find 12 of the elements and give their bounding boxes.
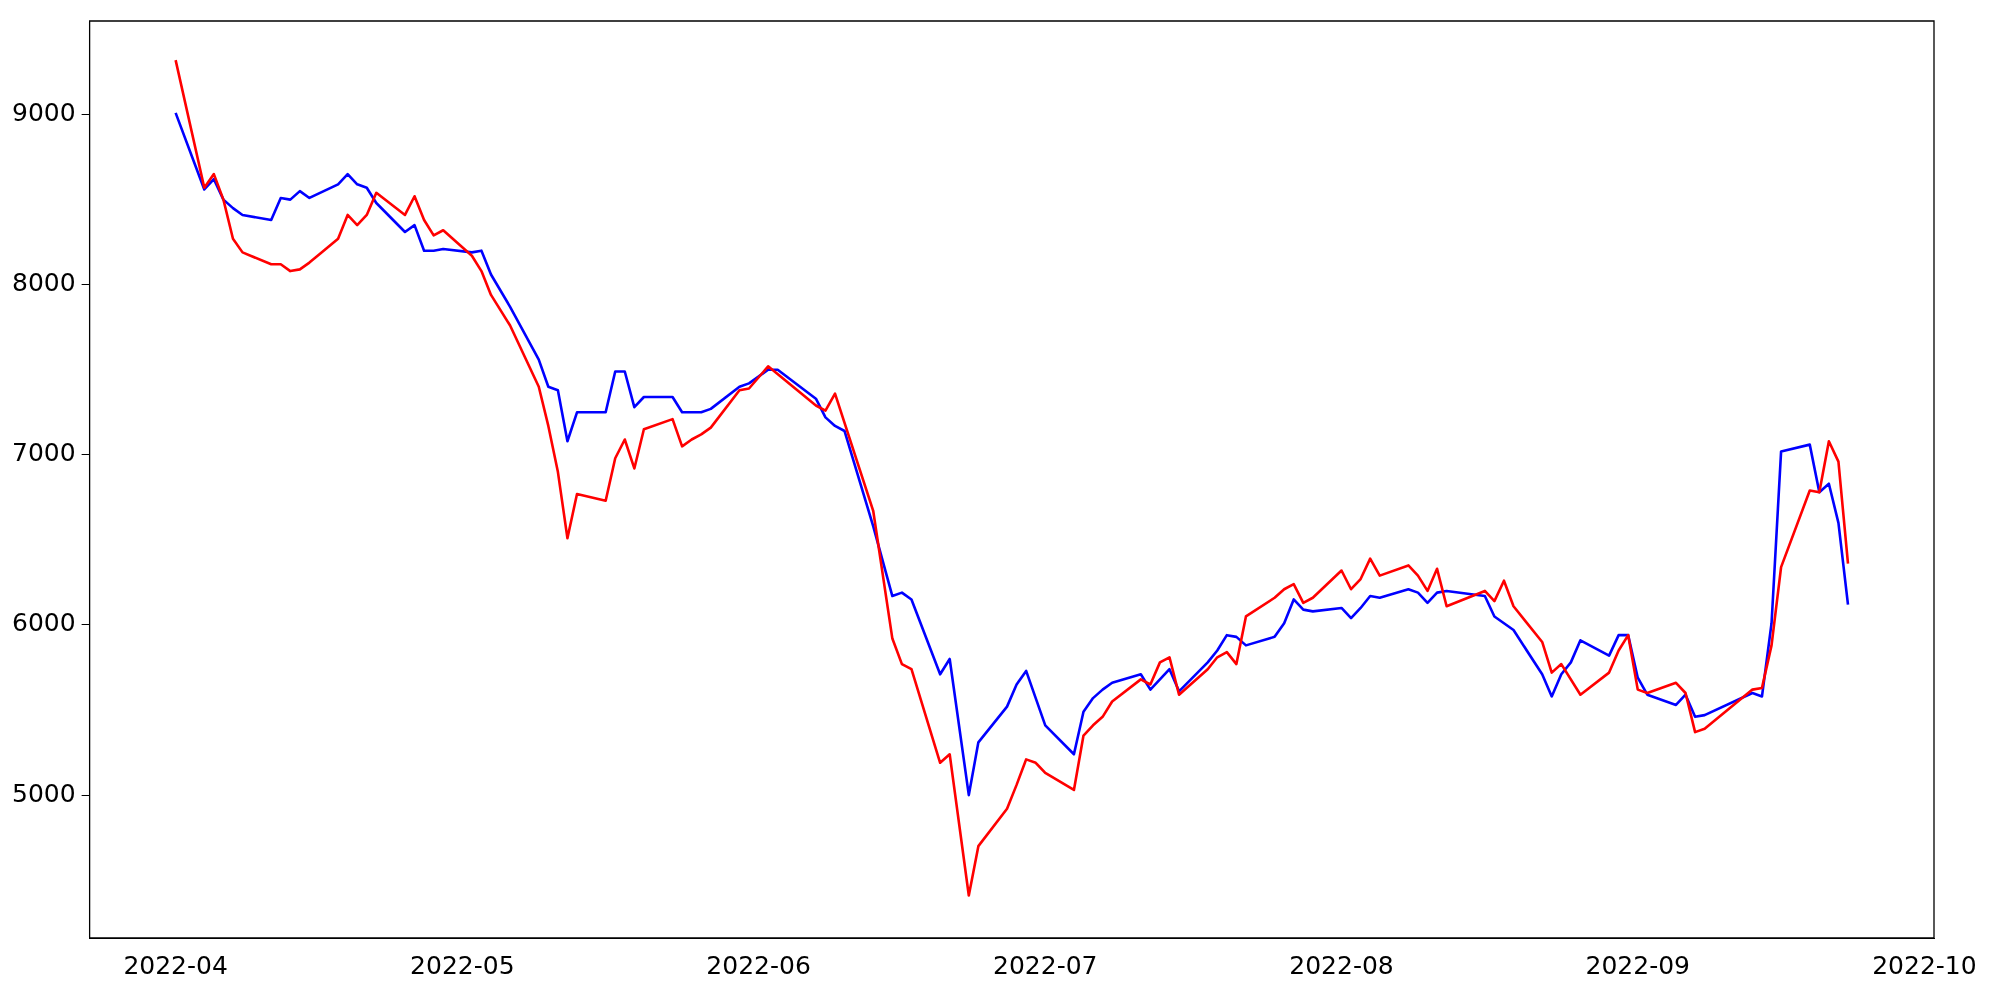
y-tick-label: 5000 xyxy=(12,778,76,808)
y-tick-label: 7000 xyxy=(12,438,76,468)
x-tick-label: 2022-05 xyxy=(410,950,515,980)
x-tick-label: 2022-09 xyxy=(1585,950,1690,980)
y-tick-label: 9000 xyxy=(12,98,76,128)
y-tick-label: 6000 xyxy=(12,608,76,638)
x-tick-label: 2022-08 xyxy=(1289,950,1394,980)
y-tick-label: 8000 xyxy=(12,268,76,298)
x-tick-label: 2022-10 xyxy=(1872,950,1977,980)
x-tick-label: 2022-04 xyxy=(123,950,228,980)
x-tick-label: 2022-06 xyxy=(706,950,811,980)
x-tick-label: 2022-07 xyxy=(993,950,1098,980)
